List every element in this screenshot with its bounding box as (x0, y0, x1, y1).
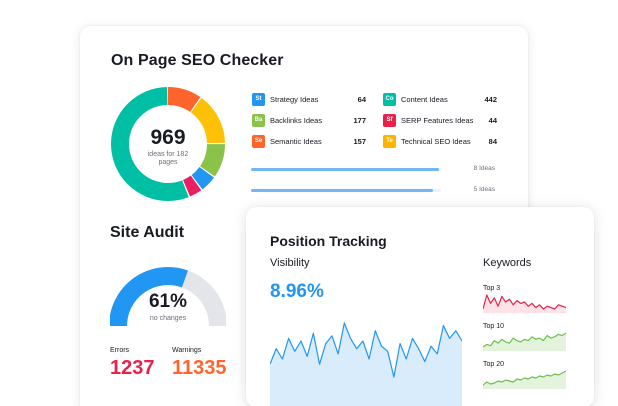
ideas-donut-chart (111, 87, 225, 201)
keyword-label-top-10: Top 10 (483, 323, 505, 330)
trend-line (270, 322, 462, 378)
idea-serp-features[interactable]: Sf SERP Features Ideas 44 (383, 113, 497, 127)
idea-semantic[interactable]: Se Semantic Ideas 157 (252, 134, 366, 148)
progress-track (251, 168, 441, 171)
progress-label: 8 Ideas (473, 165, 495, 172)
trend-line (483, 332, 566, 348)
position-tracking-card: Position Tracking Visibility 8.96% Keywo… (246, 207, 594, 406)
errors-label: Errors (110, 347, 130, 354)
idea-content[interactable]: Co Content Ideas 442 (383, 92, 497, 106)
idea-count: 84 (488, 136, 497, 146)
site-audit-title: Site Audit (110, 224, 185, 241)
site-audit-caption: no changes (149, 315, 187, 322)
technical-seo-badge-icon: Te (383, 134, 396, 148)
idea-count: 44 (488, 115, 497, 125)
position-tracking-title: Position Tracking (270, 233, 387, 249)
ideas-total: 969 (150, 126, 186, 149)
idea-count: 64 (357, 94, 366, 104)
donut-center: 969 ideas for 182 pages (110, 86, 226, 202)
idea-backlinks[interactable]: Ba Backlinks Ideas 177 (252, 113, 366, 127)
idea-label: Content Ideas (401, 94, 448, 104)
keyword-label-top-3: Top 3 (483, 285, 501, 292)
donut-segment (111, 87, 225, 201)
trend-area (483, 371, 566, 389)
idea-strategy[interactable]: St Strategy Ideas 64 (252, 92, 366, 106)
keyword-chart-top-3 (483, 294, 566, 313)
visibility-value: 8.96% (270, 281, 324, 302)
site-audit-gauge (110, 267, 226, 327)
idea-count: 157 (353, 136, 366, 146)
idea-label: Technical SEO Ideas (401, 136, 471, 146)
trend-area (483, 333, 566, 351)
ideas-total-caption: ideas for 182 pages (147, 151, 189, 166)
trend-line (483, 294, 566, 310)
idea-count: 177 (353, 115, 366, 125)
seo-checker-title: On Page SEO Checker (111, 52, 284, 69)
idea-label: Strategy Ideas (270, 94, 319, 104)
trend-area (270, 323, 462, 406)
idea-count: 442 (484, 94, 497, 104)
keyword-chart-top-20 (483, 370, 566, 389)
progress-label: 5 Ideas (473, 186, 495, 193)
keywords-title: Keywords (483, 257, 532, 269)
keyword-chart-top-10 (483, 332, 566, 351)
visibility-chart (270, 322, 462, 406)
semantic-badge-icon: Se (252, 134, 265, 148)
backlinks-badge-icon: Ba (252, 113, 265, 127)
trend-area (483, 295, 566, 313)
strategy-badge-icon: St (252, 92, 265, 106)
donut-segment (111, 87, 225, 201)
warnings-label: Warnings (172, 347, 202, 354)
site-audit-value: 61% (148, 291, 188, 312)
errors-value[interactable]: 1237 (110, 357, 155, 379)
idea-label: Backlinks Ideas (270, 115, 323, 125)
progress-fill (251, 189, 434, 192)
visibility-label: Visibility (270, 257, 310, 269)
progress-fill (251, 168, 440, 171)
gauge-fill (110, 267, 188, 327)
idea-label: SERP Features Ideas (401, 115, 474, 125)
keyword-label-top-20: Top 20 (483, 361, 505, 368)
progress-track (251, 189, 441, 192)
idea-label: Semantic Ideas (270, 136, 322, 146)
progress-row: 8 Ideas (251, 165, 495, 175)
trend-line (483, 370, 566, 386)
content-badge-icon: Co (383, 92, 396, 106)
idea-technical-seo[interactable]: Te Technical SEO Ideas 84 (383, 134, 497, 148)
warnings-value[interactable]: 11335 (172, 357, 227, 379)
progress-row: 5 Ideas (251, 186, 495, 196)
serp-features-badge-icon: Sf (383, 113, 396, 127)
